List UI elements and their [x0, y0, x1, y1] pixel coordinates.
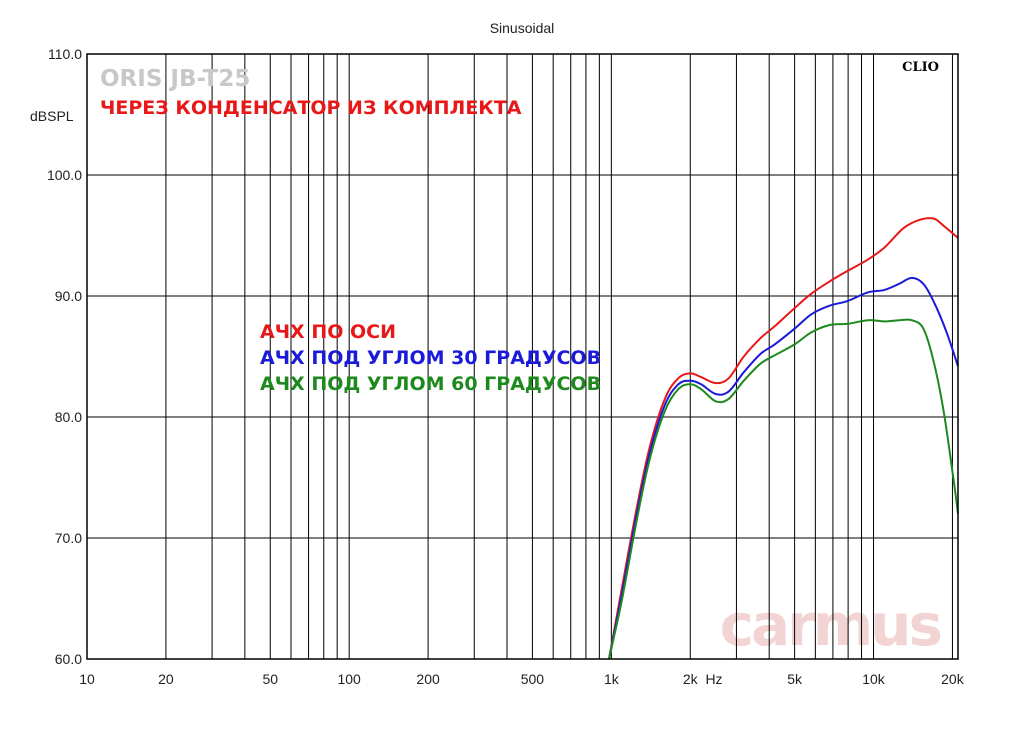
plot-background — [87, 54, 958, 659]
x-tick-label: 2k — [683, 671, 699, 687]
plot-area: carmus — [86, 53, 959, 660]
legend: АЧХ ПО ОСИ АЧХ ПОД УГЛОМ 30 ГРАДУСОВ АЧХ П… — [260, 321, 601, 395]
x-axis-ticks: 10 20 50 100 200 500 1k 2k 5k 10k 20k — [79, 671, 965, 687]
condition-annotation: ЧЕРЕЗ КОНДЕНСАТОР ИЗ КОМПЛЕКТА — [100, 97, 522, 119]
x-tick-label: 200 — [416, 671, 440, 687]
x-tick-label: 500 — [521, 671, 545, 687]
plot-border — [86, 53, 959, 660]
x-tick-label: 50 — [262, 671, 278, 687]
x-tick-label: 1k — [604, 671, 620, 687]
y-tick-label: 110.0 — [48, 46, 82, 62]
y-tick-label: 70.0 — [55, 530, 82, 546]
x-axis-label: Hz — [705, 671, 722, 687]
series-line-2 — [608, 276, 959, 660]
y-axis-ticks: 60.0 70.0 80.0 90.0 100.0 110.0 — [47, 46, 82, 667]
y-axis-label: dBSPL — [30, 108, 74, 124]
series-lines — [608, 217, 959, 660]
x-tick-label: 20k — [941, 671, 965, 687]
clio-brand-label: CLIO — [902, 60, 939, 75]
y-tick-label: 100.0 — [47, 167, 82, 183]
model-annotation: ORIS JB-T25 — [100, 66, 250, 92]
x-tick-label: 5k — [787, 671, 803, 687]
x-tick-label: 10 — [79, 671, 95, 687]
grid — [87, 54, 958, 659]
y-tick-label: 60.0 — [55, 651, 82, 667]
legend-entry-1: АЧХ ПО ОСИ — [260, 321, 396, 343]
y-tick-label: 90.0 — [55, 288, 82, 304]
x-tick-label: 20 — [158, 671, 174, 687]
x-tick-label: 10k — [862, 671, 886, 687]
chart-title: Sinusoidal — [490, 20, 555, 36]
series-line-3 — [608, 318, 959, 660]
watermark: carmus — [720, 591, 941, 659]
y-tick-label: 80.0 — [55, 409, 82, 425]
legend-entry-2: АЧХ ПОД УГЛОМ 30 ГРАДУСОВ — [260, 347, 601, 369]
legend-entry-3: АЧХ ПОД УГЛОМ 60 ГРАДУСОВ — [260, 373, 601, 395]
series-line-1 — [608, 217, 959, 660]
x-tick-label: 100 — [337, 671, 361, 687]
